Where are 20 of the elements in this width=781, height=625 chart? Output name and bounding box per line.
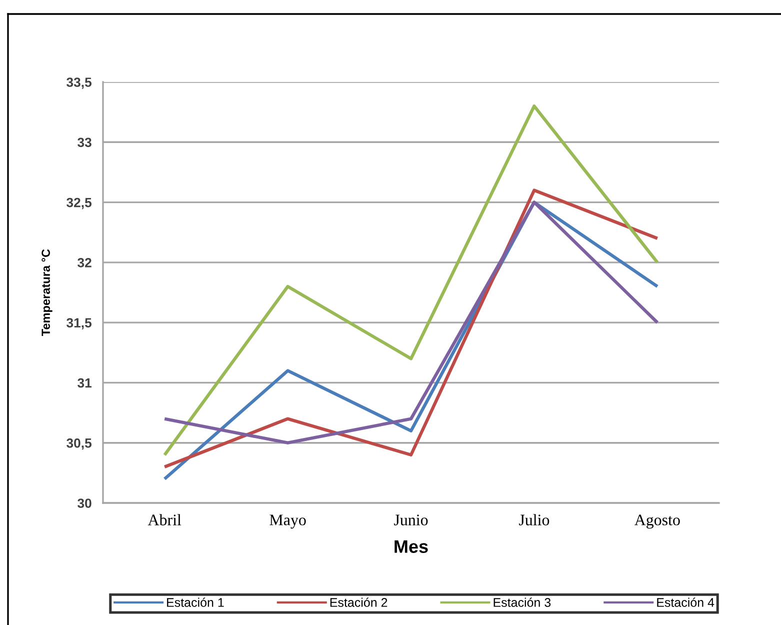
- x-tick-label: Abril: [148, 514, 182, 526]
- y-tick-label: 31,5: [66, 318, 92, 330]
- y-tick-label: 30: [78, 498, 92, 508]
- x-tick-label: Mayo: [270, 514, 306, 529]
- x-axis-title: Mes: [394, 540, 428, 553]
- y-tick-label: 32,5: [66, 198, 92, 210]
- y-tick-label: 33: [78, 138, 92, 148]
- legend-label: Estación 1: [167, 598, 224, 607]
- y-tick-label: 30,5: [66, 438, 92, 450]
- legend-label: Estación 2: [330, 598, 388, 607]
- x-tick-label: Agosto: [634, 514, 680, 529]
- y-tick-label: 33,5: [66, 78, 92, 89]
- x-tick-label: Julio: [519, 514, 550, 526]
- x-tick-label: Junio: [394, 514, 428, 526]
- legend-label: Estación 4: [657, 598, 714, 607]
- y-tick-label: 31: [78, 378, 92, 388]
- line-series: [163, 104, 659, 456]
- y-axis-title: Temperatura °C: [42, 249, 52, 336]
- y-tick-label: 32: [78, 258, 92, 268]
- legend-label: Estación 3: [494, 598, 551, 607]
